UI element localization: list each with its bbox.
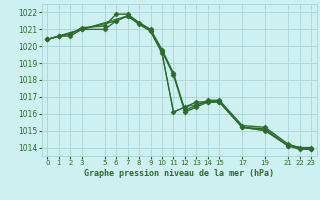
X-axis label: Graphe pression niveau de la mer (hPa): Graphe pression niveau de la mer (hPa) bbox=[84, 169, 274, 178]
